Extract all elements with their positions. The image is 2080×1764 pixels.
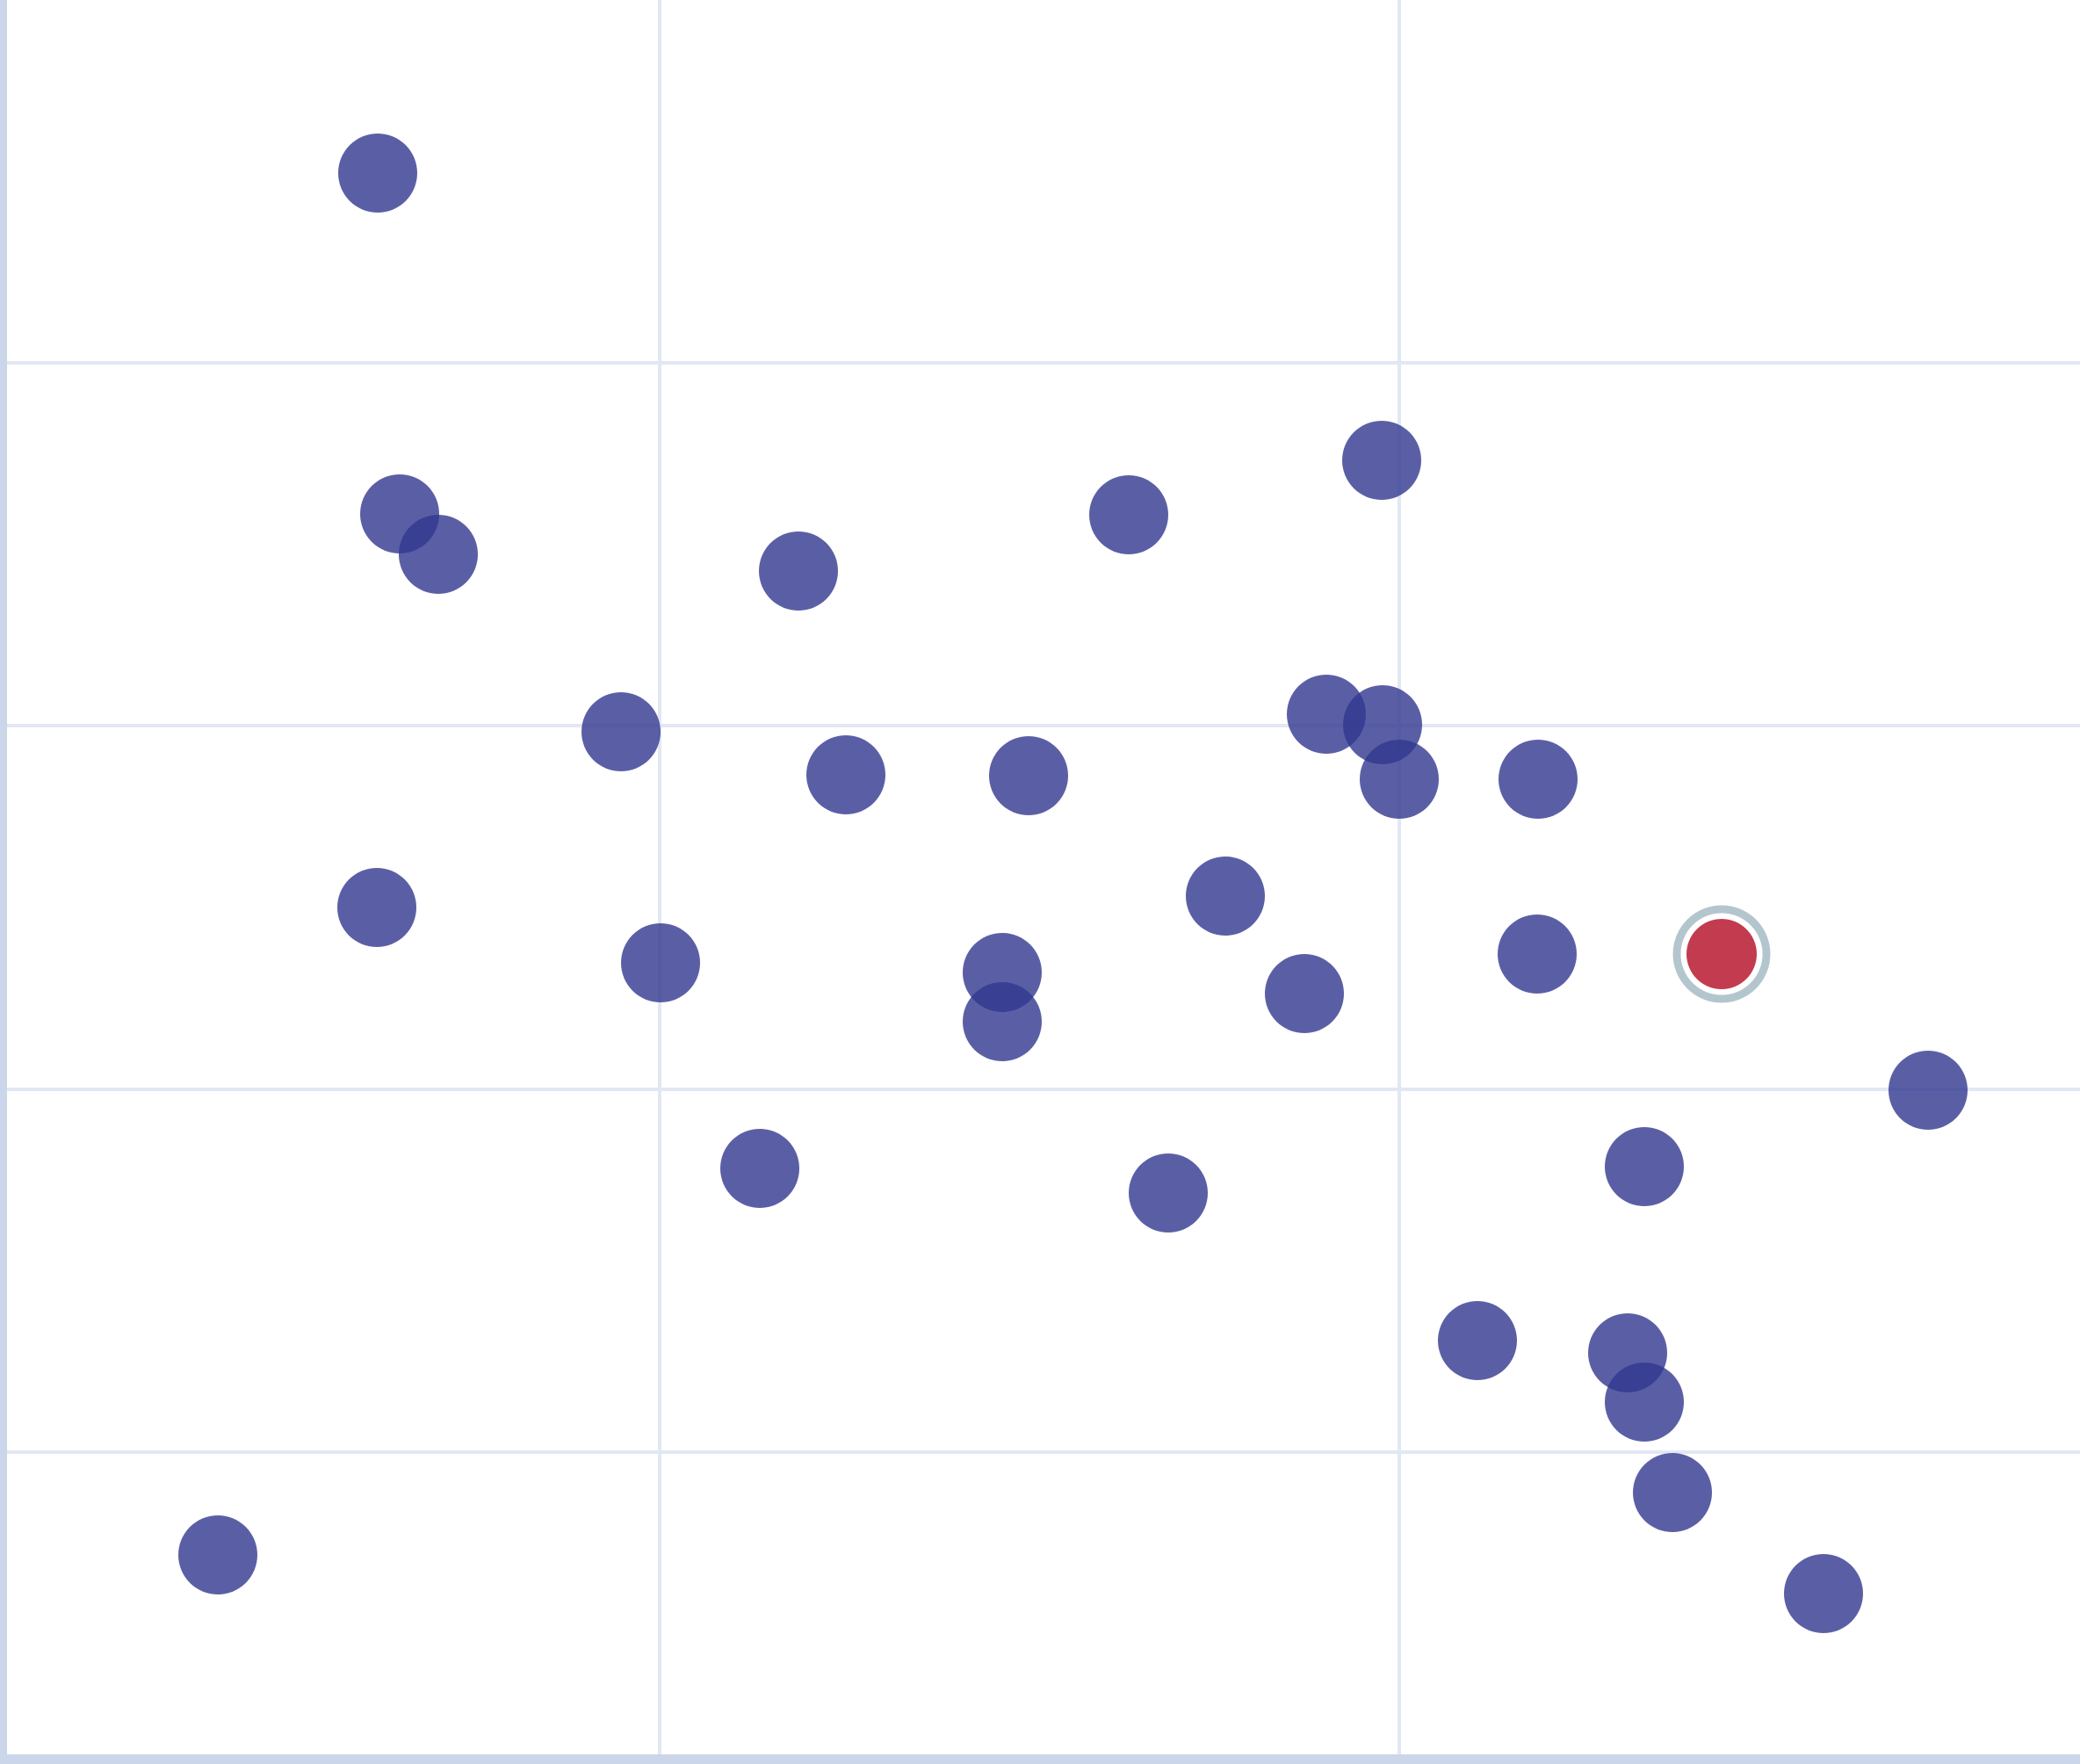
left-axis-edge-band <box>0 0 7 1764</box>
scatter-point[interactable] <box>1342 421 1421 500</box>
scatter-point[interactable] <box>759 531 838 611</box>
highlighted-scatter-point[interactable] <box>1686 919 1757 989</box>
scatter-point[interactable] <box>1186 857 1265 936</box>
data-points-layer <box>178 134 1968 1633</box>
scatter-point[interactable] <box>399 515 478 594</box>
scatter-point[interactable] <box>1605 1363 1684 1442</box>
scatter-point[interactable] <box>1889 1051 1968 1130</box>
scatter-point[interactable] <box>806 735 885 814</box>
scatter-point[interactable] <box>1089 475 1168 554</box>
scatter-point[interactable] <box>1129 1153 1208 1233</box>
scatter-point[interactable] <box>1265 954 1344 1033</box>
scatter-point[interactable] <box>581 692 661 771</box>
highlight-ring <box>1672 905 1771 1003</box>
scatter-point[interactable] <box>963 982 1042 1061</box>
scatter-point[interactable] <box>1360 740 1439 819</box>
scatter-point[interactable] <box>337 868 416 947</box>
bottom-axis-edge-band <box>0 1754 2080 1764</box>
scatter-point[interactable] <box>1499 740 1578 819</box>
scatter-point[interactable] <box>1633 1453 1712 1532</box>
scatter-point[interactable] <box>178 1515 257 1594</box>
scatter-point[interactable] <box>1498 915 1577 994</box>
scatter-point[interactable] <box>621 923 700 1002</box>
scatter-point[interactable] <box>1605 1127 1684 1206</box>
scatter-point[interactable] <box>338 134 417 213</box>
scatter-point[interactable] <box>1784 1554 1863 1633</box>
scatter-point[interactable] <box>1438 1301 1517 1380</box>
scatter-point[interactable] <box>720 1129 799 1208</box>
scatter-point[interactable] <box>989 736 1068 815</box>
